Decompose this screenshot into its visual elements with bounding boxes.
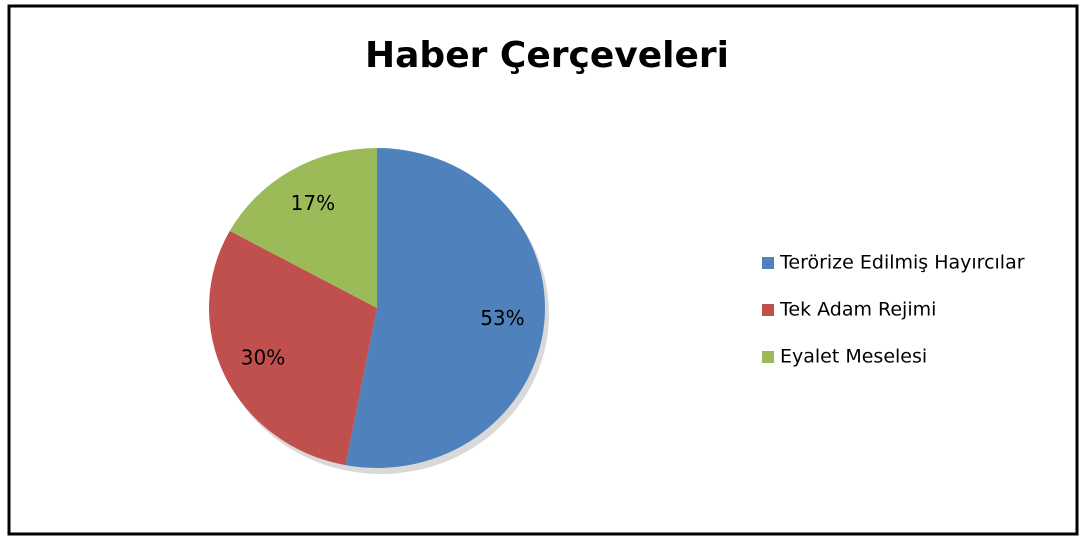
- legend-swatch: [762, 304, 774, 316]
- legend-label: Eyalet Meselesi: [780, 346, 927, 368]
- data-label: 53%: [480, 306, 524, 330]
- legend-swatch: [762, 257, 774, 269]
- pie-slice: [229, 148, 377, 308]
- data-label: 17%: [291, 191, 335, 215]
- chart-title: Haber Çerçeveleri: [365, 35, 729, 76]
- legend-label: Tek Adam Rejimi: [779, 299, 936, 321]
- data-label: 30%: [241, 346, 285, 370]
- legend-label: Terörize Edilmiş Hayırcılar: [779, 252, 1025, 274]
- chart-frame: [7, 4, 1079, 536]
- legend-swatch: [762, 351, 774, 363]
- pie-slice: [209, 230, 377, 466]
- pie-slice: [345, 148, 545, 468]
